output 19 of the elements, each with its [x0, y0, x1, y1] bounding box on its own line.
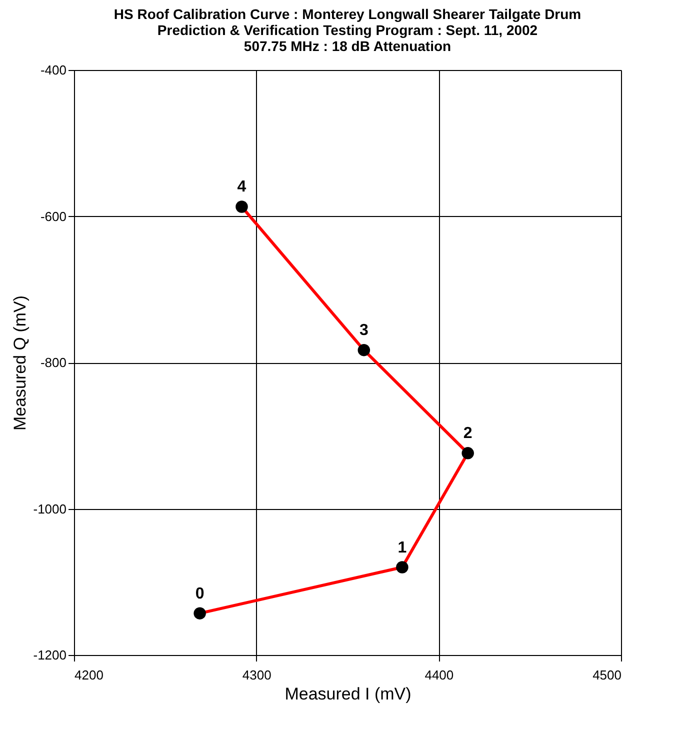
annotation: 4	[237, 178, 246, 196]
annotation: 2	[463, 425, 472, 442]
text: Prediction & Verification Testing Program : Sept. 11, 2002	[157, 22, 538, 38]
annotation: 3	[359, 322, 368, 340]
y-tick-label: -600	[40, 208, 66, 224]
annotation: 0	[195, 585, 204, 602]
y-tick-label: -400	[40, 62, 66, 78]
x-tick-label: 4200	[74, 668, 104, 682]
y-tick-label: -1000	[33, 501, 66, 516]
x-axis-title: Measured I (mV)	[284, 684, 412, 704]
annotation: 1	[398, 539, 407, 556]
y-tick-label: -800	[40, 355, 66, 370]
text: 507.75 MHz : 18 dB Attenuation	[244, 38, 452, 54]
x-tick-label: 4500	[592, 668, 622, 682]
text: HS Roof Calibration Curve : Monterey Longwall Shearer Tailgate Drum	[114, 6, 582, 22]
y-axis-title: Measured Q (mV)	[10, 295, 30, 431]
x-tick-label: 4400	[424, 668, 454, 682]
x-tick-label: 4300	[242, 668, 272, 682]
y-tick-label: -1200	[33, 648, 66, 662]
